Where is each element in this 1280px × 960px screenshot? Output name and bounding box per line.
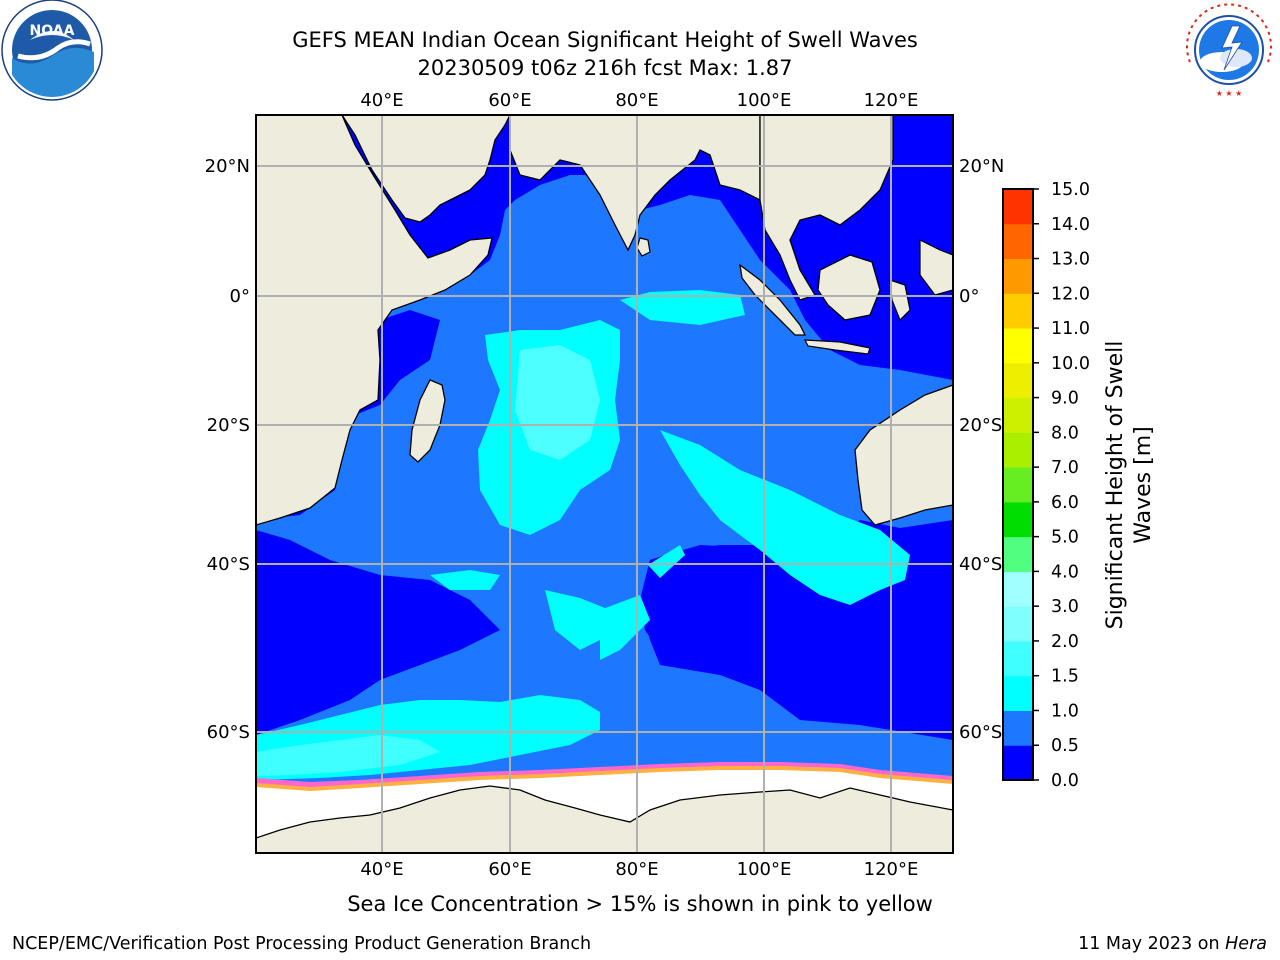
colorbar-tick-label: 2.0 [1051,632,1079,652]
colorbar-swatch [1003,362,1033,399]
lon-label-top: 40°E [360,90,403,111]
colorbar-tick-label: 0.0 [1051,771,1079,791]
lat-label-right: 0° [959,286,979,307]
lon-label-bottom: 80°E [615,859,658,880]
colorbar-tick-label: 9.0 [1051,389,1079,409]
colorbar-frame [1002,188,1034,781]
nws-logo: ★ ★ ★ [1181,2,1277,98]
colorbar-swatch [1003,501,1033,538]
colorbar-swatch [1003,328,1033,364]
colorbar-tick-label: 0.5 [1051,736,1079,756]
lat-label-left: 20°N [205,156,250,177]
lon-label-bottom: 100°E [737,859,792,880]
colorbar-swatch [1003,536,1033,572]
colorbar-label: Waves [m] [1131,426,1156,543]
colorbar-tick-label: 8.0 [1051,423,1079,443]
swell-1.0-1.5-southeast [660,430,910,605]
sea-ice-caption: Sea Ice Concentration > 15% is shown in … [347,892,933,916]
land-australia [854,384,953,526]
colorbar-swatch [1003,293,1033,329]
map-subtitle: 20230509 t06z 216h fcst Max: 1.87 [417,56,793,80]
lat-label-right: 40°S [959,554,1002,575]
colorbar-label: Significant Height of Swell [1103,341,1128,630]
colorbar-swatch [1003,675,1033,711]
colorbar-tick-label: 1.5 [1051,667,1079,687]
colorbar-tick-label: 7.0 [1051,458,1079,478]
lat-label-right: 60°S [959,722,1002,743]
colorbar-tick-label: 3.0 [1051,597,1079,617]
land-madagascar [409,379,446,463]
svg-text:★ ★ ★: ★ ★ ★ [1216,89,1243,98]
lon-label-bottom: 120°E [864,859,919,880]
colorbar-tick-label: 14.0 [1051,215,1090,235]
colorbar-tick-label: 10.0 [1051,354,1090,374]
noaa-logo: NOAA [1,0,103,101]
colorbar-tick-label: 13.0 [1051,250,1090,270]
map-title: GEFS MEAN Indian Ocean Significant Heigh… [292,28,918,52]
colorbar-tick-label: 4.0 [1051,562,1079,582]
colorbar-swatch [1003,571,1033,607]
land-india [509,115,761,252]
lon-label-top: 60°E [488,90,531,111]
colorbar-tick-label: 6.0 [1051,493,1079,513]
map-area [256,115,953,853]
lat-label-left: 20°S [207,415,250,436]
colorbar-swatch [1003,397,1033,433]
map-frame [255,114,954,854]
colorbar-legend: 0.0 0.5 1.0 1.5 2.0 3.0 4.0 5.0 6.0 7.0 8.0 9.0 10.0… [1002,180,1090,791]
colorbar-tick-label: 12.0 [1051,284,1090,304]
lat-label-right: 20°N [959,156,1004,177]
land-southeast-asia [759,115,894,301]
colorbar-swatch [1003,640,1033,677]
colorbar-swatch [1003,745,1033,781]
colorbar-swatch [1003,189,1033,225]
lat-label-left: 60°S [207,722,250,743]
graticule [256,115,953,853]
footer-branch: NCEP/EMC/Verification Post Processing Pr… [12,934,591,954]
lon-label-top: 80°E [615,90,658,111]
colorbar-swatch [1003,432,1033,468]
colorbar-swatch [1003,606,1033,642]
lon-label-top: 120°E [864,90,919,111]
lon-label-top: 100°E [737,90,792,111]
land-antarctica [256,785,953,853]
noaa-logo-text: NOAA [30,23,75,39]
colorbar-swatch [1003,467,1033,503]
colorbar-tick-label: 11.0 [1051,319,1090,339]
footer-date: 11 May 2023 on Hera [1078,934,1267,954]
colorbar-swatch [1003,223,1033,260]
land-sumatra [739,263,807,336]
colorbar-tick-label: 1.0 [1051,701,1079,721]
lat-label-right: 20°S [959,415,1002,436]
colorbar-tick-label: 5.0 [1051,528,1079,548]
lon-label-bottom: 60°E [488,859,531,880]
colorbar-swatch [1003,710,1033,746]
lat-label-left: 0° [230,286,250,307]
lon-label-bottom: 40°E [360,859,403,880]
lat-label-left: 40°S [207,554,250,575]
colorbar-swatch [1003,258,1033,294]
colorbar-tick-label: 15.0 [1051,180,1090,200]
